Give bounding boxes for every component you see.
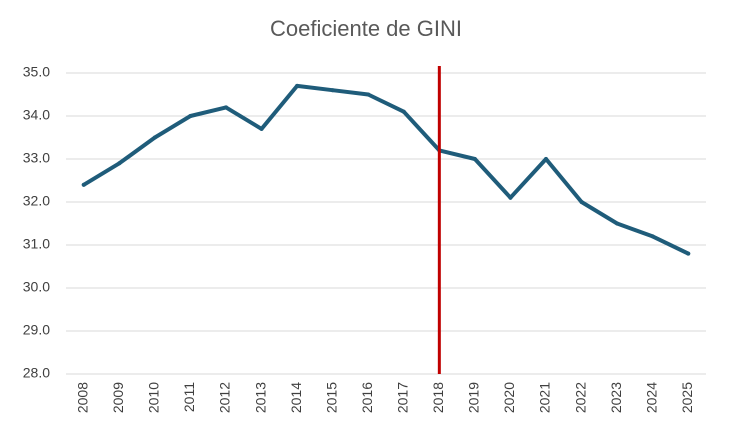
data-point — [295, 83, 300, 88]
data-point — [650, 234, 655, 239]
y-tick-label: 33.0 — [23, 150, 50, 166]
y-axis-ticks: 28.0 29.0 30.0 31.0 32.0 33.0 34.0 35.0 — [23, 64, 50, 381]
x-tick-label: 2008 — [74, 382, 90, 413]
data-point — [401, 109, 406, 114]
series-layer — [81, 83, 691, 256]
x-axis-ticks: 2008 2009 2010 2011 2012 2013 2014 2015 2016 2017… — [74, 382, 694, 413]
x-tick-label: 2020 — [501, 382, 517, 413]
x-tick-label: 2022 — [572, 382, 588, 413]
data-point — [686, 251, 691, 256]
x-tick-label: 2013 — [252, 382, 268, 413]
data-point — [472, 157, 477, 161]
data-point — [366, 92, 371, 97]
y-tick-label: 31.0 — [23, 236, 50, 252]
y-tick-label: 30.0 — [23, 279, 50, 295]
data-point — [152, 135, 157, 140]
y-tick-label: 35.0 — [23, 64, 50, 80]
x-tick-label: 2010 — [146, 382, 162, 413]
data-point — [508, 195, 513, 200]
x-tick-label: 2023 — [608, 382, 624, 413]
x-tick-label: 2018 — [430, 382, 446, 413]
y-tick-label: 28.0 — [23, 365, 50, 381]
x-tick-label: 2014 — [288, 382, 304, 413]
x-tick-label: 2012 — [217, 382, 233, 413]
data-point — [117, 161, 122, 166]
data-point — [224, 105, 228, 110]
y-tick-label: 29.0 — [23, 322, 50, 338]
chart-title: Coeficiente de GINI — [270, 16, 462, 41]
x-tick-label: 2025 — [679, 382, 695, 413]
gridlines — [66, 72, 706, 375]
x-tick-label: 2015 — [323, 382, 339, 413]
data-point — [188, 114, 193, 118]
y-tick-label: 34.0 — [23, 107, 50, 123]
x-tick-label: 2011 — [181, 382, 197, 412]
x-tick-label: 2021 — [537, 382, 553, 413]
x-tick-label: 2017 — [394, 382, 410, 413]
x-tick-label: 2016 — [359, 382, 375, 413]
y-tick-label: 32.0 — [23, 193, 50, 209]
x-tick-label: 2009 — [110, 382, 126, 413]
data-point — [579, 200, 584, 204]
data-point — [81, 182, 86, 187]
data-point — [259, 126, 264, 131]
gini-series-line — [81, 83, 691, 256]
data-point — [544, 157, 548, 161]
data-point — [330, 88, 335, 93]
data-point — [615, 221, 620, 226]
x-tick-label: 2019 — [466, 382, 482, 413]
x-tick-label: 2024 — [643, 382, 659, 413]
